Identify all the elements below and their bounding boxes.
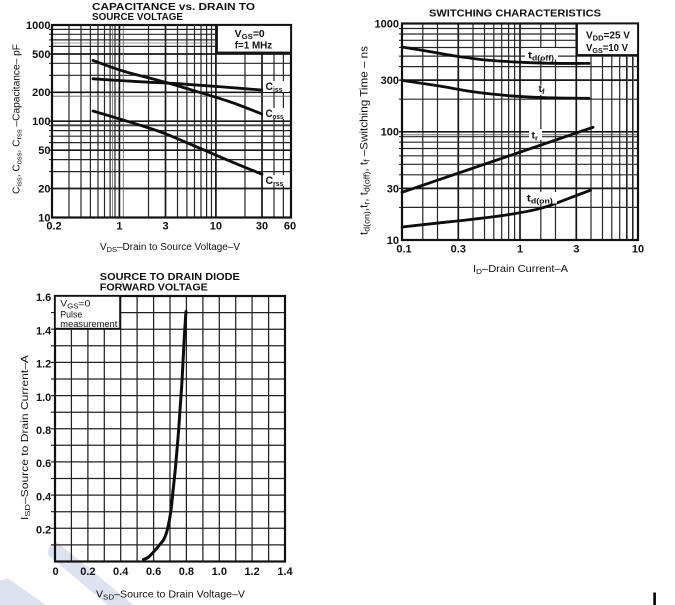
- svg-text:0.1: 0.1: [396, 244, 411, 256]
- svg-text:Crss: Crss: [266, 175, 284, 188]
- svg-text:10: 10: [387, 235, 399, 247]
- svg-text:1: 1: [116, 221, 122, 233]
- svg-text:0.8: 0.8: [36, 425, 51, 437]
- svg-text:1.2: 1.2: [36, 359, 51, 371]
- svg-text:10: 10: [632, 244, 644, 256]
- svg-text:20: 20: [38, 183, 50, 195]
- svg-text:0.6: 0.6: [36, 458, 51, 470]
- svg-text:1.4: 1.4: [36, 325, 52, 337]
- svg-text:1.0: 1.0: [212, 566, 227, 578]
- svg-text:0.4: 0.4: [36, 491, 52, 503]
- svg-text:1.4: 1.4: [277, 566, 293, 578]
- svg-text:0.2: 0.2: [36, 525, 51, 537]
- svg-text:0.4: 0.4: [113, 566, 129, 578]
- svg-text:300: 300: [381, 75, 399, 87]
- svg-text:0.3: 0.3: [451, 244, 466, 256]
- svg-text:Ciss, Coss, Crss –Capacitance–: Ciss, Coss, Crss –Capacitance– pF: [11, 44, 23, 194]
- svg-text:200: 200: [32, 87, 50, 99]
- svg-text:1: 1: [517, 244, 523, 256]
- svg-text:VGS=10 V: VGS=10 V: [586, 43, 628, 55]
- svg-text:100: 100: [381, 127, 399, 139]
- svg-text:0.6: 0.6: [146, 566, 161, 578]
- svg-text:tf: tf: [539, 83, 546, 96]
- svg-text:SOURCE VOLTAGE: SOURCE VOLTAGE: [92, 12, 183, 23]
- svg-text:VDS–Drain to Source Voltage–V: VDS–Drain to Source Voltage–V: [100, 242, 240, 254]
- svg-text:10: 10: [210, 221, 222, 233]
- svg-text:VGS=0: VGS=0: [60, 299, 90, 311]
- svg-text:100: 100: [32, 116, 50, 128]
- svg-text:10: 10: [38, 212, 50, 224]
- svg-text:VDD=25 V: VDD=25 V: [586, 31, 630, 43]
- svg-text:0.2: 0.2: [46, 221, 61, 233]
- svg-text:VGS=0: VGS=0: [235, 29, 265, 41]
- svg-text:tr: tr: [532, 130, 539, 143]
- svg-text:ISD–Source to Drain Current–A: ISD–Source to Drain Current–A: [20, 355, 32, 520]
- svg-text:CAPACITANCE vs. DRAIN TO: CAPACITANCE vs. DRAIN TO: [92, 2, 255, 13]
- svg-text:ID–Drain Current–A: ID–Drain Current–A: [473, 264, 568, 276]
- svg-text:0.8: 0.8: [179, 566, 194, 578]
- svg-text:td(on),tr, td(off), tf –Switch: td(on),tr, td(off), tf –Switching Time –…: [359, 46, 372, 235]
- svg-text:30: 30: [387, 183, 399, 195]
- svg-text:1.2: 1.2: [244, 566, 259, 578]
- svg-text:500: 500: [32, 49, 50, 61]
- svg-text:1.6: 1.6: [36, 292, 51, 304]
- svg-text:3: 3: [162, 221, 168, 233]
- svg-text:1000: 1000: [375, 19, 399, 31]
- svg-text:1.0: 1.0: [36, 392, 51, 404]
- svg-text:Ciss: Ciss: [266, 81, 283, 94]
- svg-text:FORWARD VOLTAGE: FORWARD VOLTAGE: [100, 282, 208, 293]
- svg-text:f=1 MHz: f=1 MHz: [235, 41, 273, 52]
- svg-text:1000: 1000: [26, 20, 50, 32]
- svg-text:SWITCHING CHARACTERISTICS: SWITCHING CHARACTERISTICS: [429, 9, 601, 20]
- svg-text:Pulse: Pulse: [60, 310, 82, 321]
- svg-text:3: 3: [573, 244, 579, 256]
- svg-text:Coss: Coss: [266, 108, 284, 121]
- svg-text:0.2: 0.2: [80, 566, 95, 578]
- svg-text:30: 30: [256, 221, 268, 233]
- svg-text:VSD–Source to Drain Voltage–V: VSD–Source to Drain Voltage–V: [96, 590, 245, 602]
- svg-text:0: 0: [52, 566, 58, 578]
- svg-text:measurement: measurement: [60, 319, 117, 329]
- svg-text:60: 60: [284, 221, 296, 233]
- svg-text:50: 50: [38, 145, 50, 157]
- svg-text:td(off): td(off): [528, 50, 555, 63]
- svg-text:td(on): td(on): [527, 193, 554, 206]
- svg-text:SOURCE TO DRAIN DIODE: SOURCE TO DRAIN DIODE: [100, 272, 240, 283]
